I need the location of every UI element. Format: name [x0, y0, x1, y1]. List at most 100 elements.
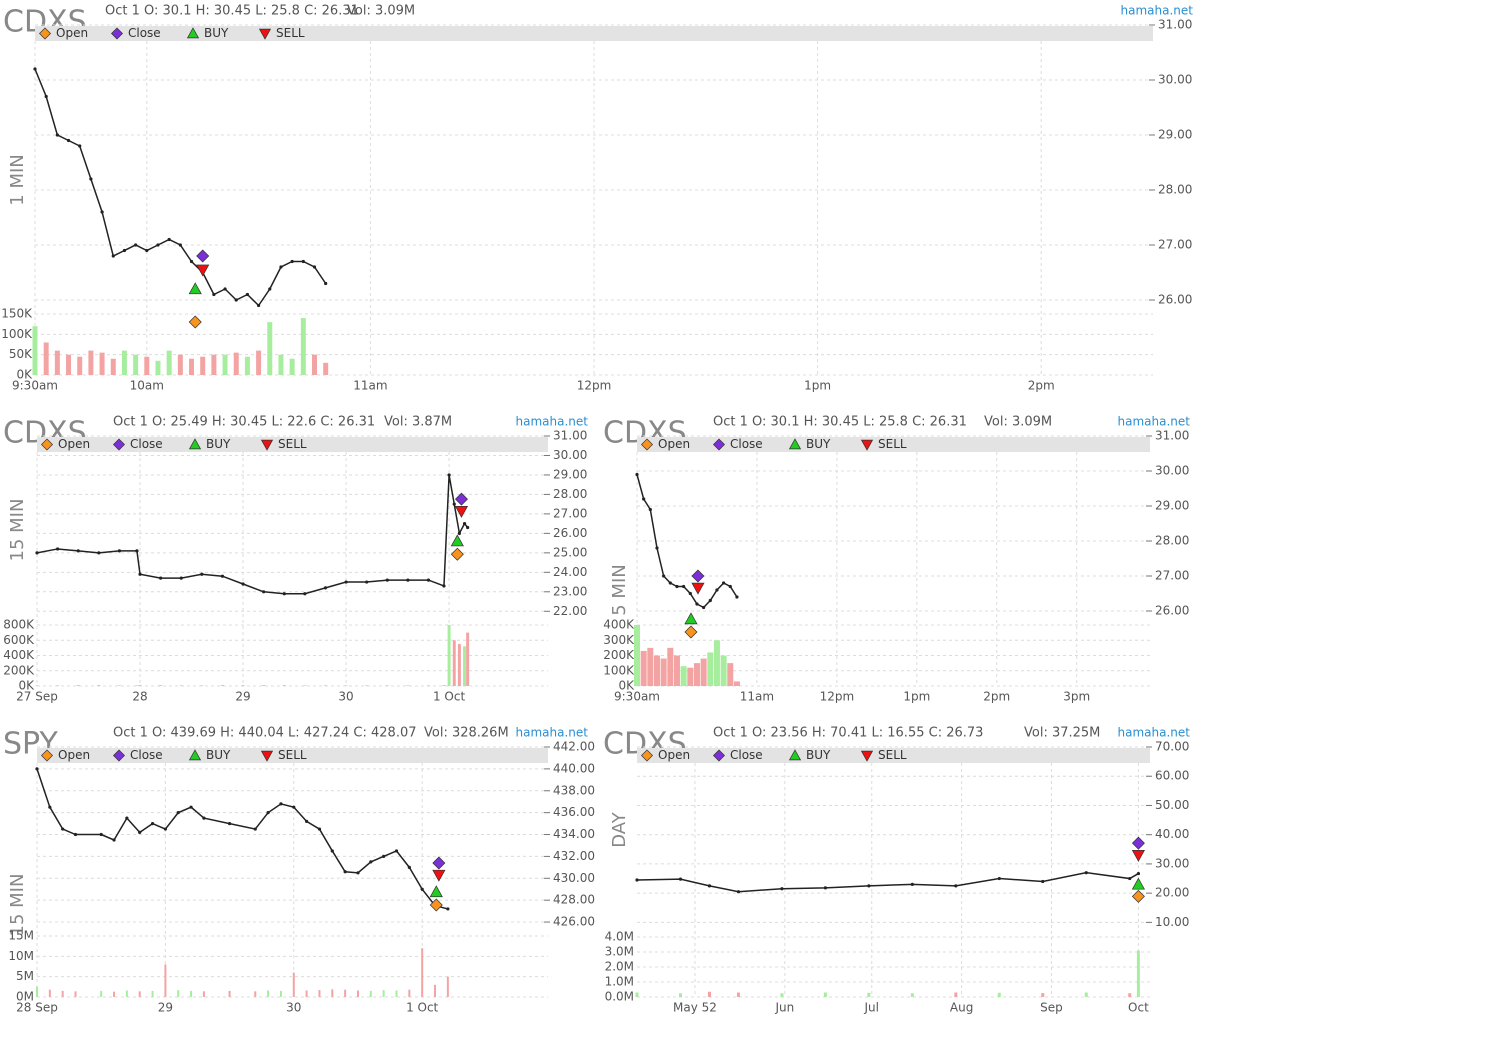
volume-bar	[385, 685, 389, 686]
x-tick-label: 30	[286, 1001, 301, 1015]
y-tick-label: 31.00	[1155, 429, 1189, 443]
volume-bar	[43, 342, 49, 375]
volume-tick-label: 0K	[618, 679, 635, 693]
x-tick-label: 28	[132, 690, 147, 704]
volume-bar	[673, 655, 680, 686]
price-point	[668, 581, 672, 585]
y-tick-label: 440.00	[553, 761, 595, 775]
trade-marker	[1131, 850, 1146, 862]
volume-bar	[113, 991, 116, 997]
legend-label: Close	[130, 748, 163, 762]
price-point	[343, 870, 347, 874]
y-tick-label: 23.00	[553, 584, 587, 598]
volume-tick-label: 10M	[8, 949, 34, 963]
trade-marker	[1131, 877, 1146, 890]
price-point	[76, 549, 80, 553]
trade-marker	[429, 885, 443, 898]
legend-swatch	[111, 27, 123, 40]
x-tick-label: Jul	[864, 1001, 879, 1015]
trade-marker	[188, 282, 202, 295]
legend-label: SELL	[878, 748, 907, 762]
volume-info: Vol: 3.09M	[347, 4, 415, 19]
volume-bar	[395, 990, 398, 997]
volume-bar	[200, 685, 204, 686]
volume-bar	[660, 658, 667, 686]
volume-tick-label: 300K	[603, 633, 635, 647]
volume-bar	[323, 685, 327, 686]
period-label: 15 MIN	[7, 499, 28, 562]
price-point	[159, 576, 163, 580]
legend-swatch	[860, 439, 874, 451]
legend-swatch	[260, 439, 274, 451]
legend-swatch	[260, 750, 274, 762]
price-point	[55, 133, 59, 137]
volume-bar	[241, 685, 245, 686]
legend-label: Open	[56, 26, 88, 40]
volume-tick-label: 2.0M	[605, 960, 634, 974]
volume-bar	[678, 993, 682, 997]
price-point	[290, 259, 294, 264]
price-point	[446, 907, 450, 911]
price-point	[227, 821, 232, 826]
volume-bar	[254, 991, 257, 997]
volume-bar	[155, 360, 161, 375]
price-point	[100, 210, 104, 214]
y-tick-label: 30.00	[1155, 856, 1189, 870]
ohlc-info: Oct 1 O: 30.1 H: 30.45 L: 25.8 C: 26.31	[105, 4, 359, 19]
price-line	[34, 68, 327, 307]
price-line	[36, 768, 449, 910]
price-point	[406, 578, 410, 582]
y-tick-label: 22.00	[553, 604, 587, 618]
price-point	[707, 884, 712, 888]
volume-bar	[447, 625, 451, 686]
y-tick-label: 24.00	[553, 565, 587, 579]
y-tick-label: 29.00	[1155, 499, 1189, 513]
price-point	[312, 265, 317, 269]
volume-bar	[442, 685, 446, 686]
volume-bar	[97, 685, 101, 686]
x-tick-label: Sep	[1040, 1001, 1063, 1015]
x-tick-label: 2pm	[983, 690, 1010, 704]
trade-marker	[454, 492, 468, 506]
volume-bar	[211, 354, 217, 375]
price-point	[715, 588, 719, 592]
volume-bar	[1084, 992, 1088, 997]
y-tick-label: 27.00	[1158, 238, 1192, 252]
volume-bar	[653, 655, 660, 686]
volume-bar	[1128, 993, 1132, 997]
source: hamaha.net	[516, 726, 589, 740]
price-point	[189, 259, 194, 264]
x-tick-label: 27 Sep	[16, 690, 58, 704]
price-point	[156, 243, 160, 247]
price-point	[728, 584, 732, 589]
volume-bar	[720, 655, 727, 686]
y-tick-label: 30.00	[1155, 464, 1189, 478]
x-tick-label: 29	[235, 690, 250, 704]
legend-swatch	[641, 438, 653, 451]
y-tick-label: 28.00	[1155, 534, 1189, 548]
price-point	[301, 259, 305, 264]
legend-swatch	[113, 438, 125, 451]
volume-bar	[667, 647, 674, 686]
price-point	[867, 884, 871, 888]
y-tick-label: 70.00	[1155, 740, 1189, 754]
x-tick-label: May 52	[673, 1001, 717, 1015]
y-tick-label: 428.00	[553, 893, 595, 907]
y-tick-label: 40.00	[1155, 827, 1189, 841]
price-point	[66, 138, 71, 143]
volume-tick-label: 400K	[3, 648, 35, 662]
volume-tick-label: 200K	[603, 648, 635, 662]
price-point	[324, 281, 328, 286]
volume-tick-label: 200K	[3, 663, 35, 677]
volume-bar	[166, 350, 172, 375]
trade-marker	[188, 315, 202, 329]
price-line	[636, 871, 1139, 893]
price-point	[122, 248, 127, 253]
volume-bar	[408, 989, 411, 997]
legend-bar	[637, 437, 1150, 452]
y-tick-label: 26.00	[1158, 293, 1192, 307]
volume-bar	[382, 990, 385, 997]
volume-bar	[159, 685, 163, 686]
price-point	[262, 590, 266, 594]
trade-marker	[1131, 889, 1145, 903]
